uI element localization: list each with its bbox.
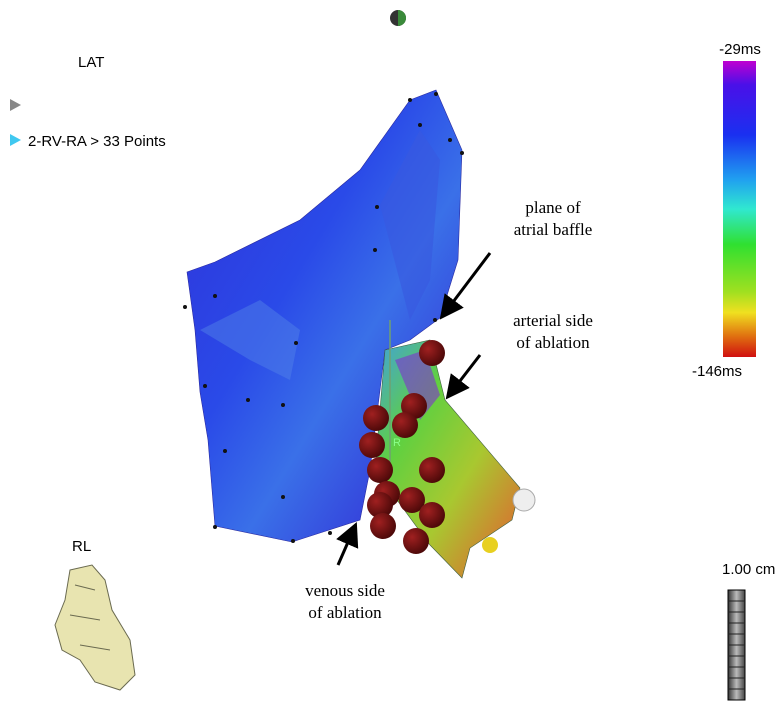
map-point	[223, 449, 227, 453]
colorbar	[723, 61, 756, 357]
map-point	[434, 92, 438, 96]
arrow	[338, 533, 352, 565]
annotation-line: arterial side	[513, 311, 593, 330]
map-point	[373, 248, 377, 252]
map-point	[460, 151, 464, 155]
collapsed-entry-icon[interactable]	[10, 99, 21, 111]
ablation-point	[403, 528, 429, 554]
ablation-surface	[375, 340, 520, 578]
map-name[interactable]: 2-RV-RA > 33 Points	[28, 133, 166, 150]
ablation-point	[370, 513, 396, 539]
page: {"map_label": "LAT", "map_name": "2-RV-R…	[0, 0, 777, 702]
ablation-point	[359, 432, 385, 458]
marker-label: R	[393, 437, 401, 449]
map-label: LAT	[78, 54, 104, 71]
map-point	[433, 318, 437, 322]
map-point	[448, 138, 452, 142]
annotation: arterial side of ablation	[513, 311, 593, 352]
annotation-line: of ablation	[516, 333, 590, 352]
map-point	[375, 205, 379, 209]
map-point	[281, 495, 285, 499]
scale-label: 1.00 cm	[722, 561, 775, 578]
map-point	[408, 98, 412, 102]
annotation-line: atrial baffle	[514, 220, 593, 239]
reference-ball	[482, 537, 498, 553]
annotation-line: venous side	[305, 581, 385, 600]
annotation: plane of atrial baffle	[514, 198, 593, 239]
map-point	[294, 341, 298, 345]
ablation-point	[419, 502, 445, 528]
annotation-line: of ablation	[308, 603, 382, 622]
map-point	[281, 403, 285, 407]
annotation-line: plane of	[525, 198, 581, 217]
reference-ball	[513, 489, 535, 511]
map-point	[183, 305, 187, 309]
colorbar-max-label: -29ms	[719, 41, 761, 58]
map-point	[291, 539, 295, 543]
map-point	[418, 123, 422, 127]
ablation-point	[363, 405, 389, 431]
colorbar-min-label: -146ms	[692, 363, 742, 380]
map-point	[213, 294, 217, 298]
map-point	[328, 531, 332, 535]
arrow	[453, 355, 480, 390]
orientation-label: RL	[72, 538, 91, 555]
orientation-heart	[55, 565, 135, 690]
map-view: LAT 2-RV-RA > 33 Points R plane of atrial…	[0, 0, 777, 702]
map-point	[203, 384, 207, 388]
ablation-point	[419, 340, 445, 366]
ablation-point	[419, 457, 445, 483]
ablation-point	[392, 412, 418, 438]
ablation-point	[367, 457, 393, 483]
orientation-ball-half	[398, 10, 406, 26]
annotation: venous side of ablation	[305, 581, 385, 622]
map-point	[213, 525, 217, 529]
map-entry-icon[interactable]	[10, 134, 21, 146]
map-point	[246, 398, 250, 402]
